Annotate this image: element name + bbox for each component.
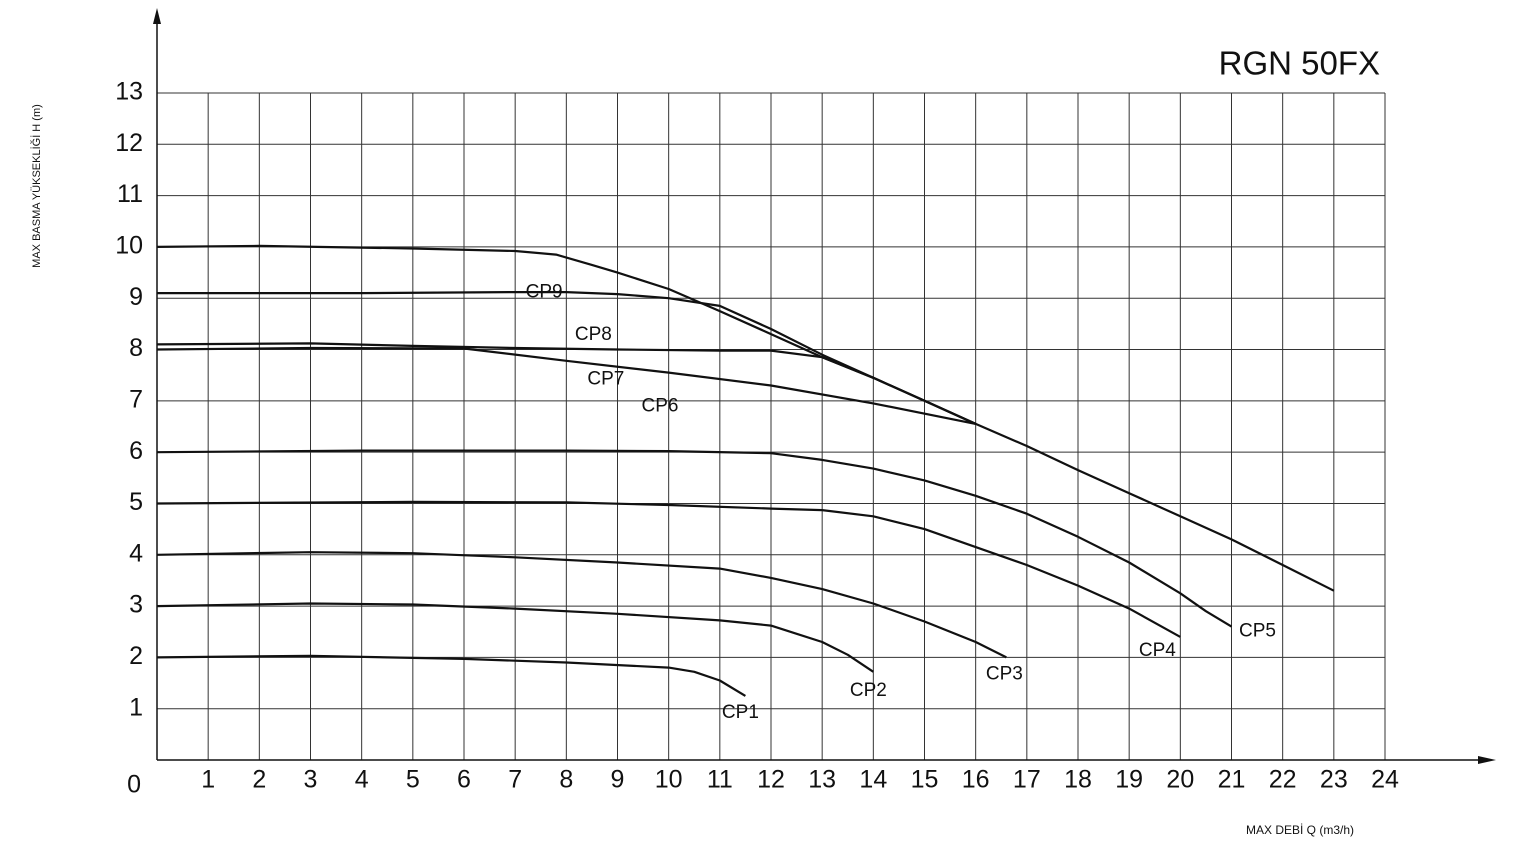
x-tick-label: 8	[559, 766, 573, 794]
y-tick-label: 3	[129, 591, 143, 619]
y-tick-label: 4	[129, 539, 143, 567]
y-tick-label: 10	[115, 232, 143, 260]
curve	[156, 244, 977, 425]
x-tick-label: 13	[808, 766, 836, 794]
y-tick-label: 8	[129, 334, 143, 362]
curve-label: CP8	[575, 324, 612, 345]
x-tick-label: 17	[1013, 766, 1041, 794]
x-tick-label: 18	[1064, 766, 1092, 794]
y-tick-label: 2	[129, 642, 143, 670]
y-tick-label: 12	[115, 129, 143, 157]
x-tick-label: 21	[1218, 766, 1246, 794]
curve	[156, 551, 1007, 659]
y-tick-label: 7	[129, 385, 143, 413]
y-tick-label: 9	[129, 283, 143, 311]
curve-label: CP1	[722, 702, 759, 723]
curve	[156, 449, 1233, 628]
curve-label: CP2	[850, 680, 887, 701]
curve-label: CP3	[986, 663, 1023, 684]
curve-label: CP5	[1239, 621, 1276, 642]
y-tick-label: 11	[117, 180, 143, 208]
x-tick-label: 5	[406, 766, 420, 794]
y-tick-label: 5	[129, 488, 143, 516]
x-tick-label: 1	[201, 766, 215, 794]
curves: CP1 CP2 CP3 CP4 CP5 CP6 CP7 CP8 CP9	[156, 244, 1335, 723]
x-tick-label: 20	[1166, 766, 1194, 794]
x-tick-label: 15	[911, 766, 939, 794]
x-tick-label: 2	[252, 766, 266, 794]
grid	[157, 92, 1386, 761]
chart-title: RGN 50FX	[1219, 45, 1380, 82]
x-axis-arrow	[1478, 756, 1496, 764]
curve-label: CP4	[1139, 640, 1176, 661]
x-tick-label: 22	[1269, 766, 1297, 794]
x-tick-label: 9	[611, 766, 625, 794]
x-tick-label: 12	[757, 766, 785, 794]
x-tick-label: 23	[1320, 766, 1348, 794]
y-tick-label: 0	[127, 771, 141, 799]
x-tick-label: 14	[859, 766, 887, 794]
y-axis-label: MAX BASMA YÜKSEKLİĞİ H (m)	[30, 104, 43, 268]
y-tick-label: 13	[115, 78, 143, 106]
y-tick-label: 6	[129, 437, 143, 465]
curve-label: CP9	[526, 282, 563, 303]
curve	[156, 500, 1181, 638]
x-tick-label: 3	[304, 766, 318, 794]
curve-label: CP6	[642, 395, 679, 416]
x-tick-label: 4	[355, 766, 369, 794]
x-tick-label: 6	[457, 766, 471, 794]
x-tick-label: 16	[962, 766, 990, 794]
curve-label: CP7	[587, 369, 624, 390]
x-axis-label: MAX DEBİ Q (m3/h)	[1246, 823, 1354, 837]
x-tick-label: 24	[1371, 766, 1399, 794]
curve	[156, 602, 874, 673]
x-tick-label: 10	[655, 766, 683, 794]
x-tick-label: 11	[707, 766, 733, 794]
y-axis-arrow	[153, 8, 161, 24]
y-tick-label: 1	[129, 693, 143, 721]
x-tick-label: 19	[1115, 766, 1143, 794]
x-tick-label: 7	[508, 766, 522, 794]
curve	[156, 654, 746, 697]
